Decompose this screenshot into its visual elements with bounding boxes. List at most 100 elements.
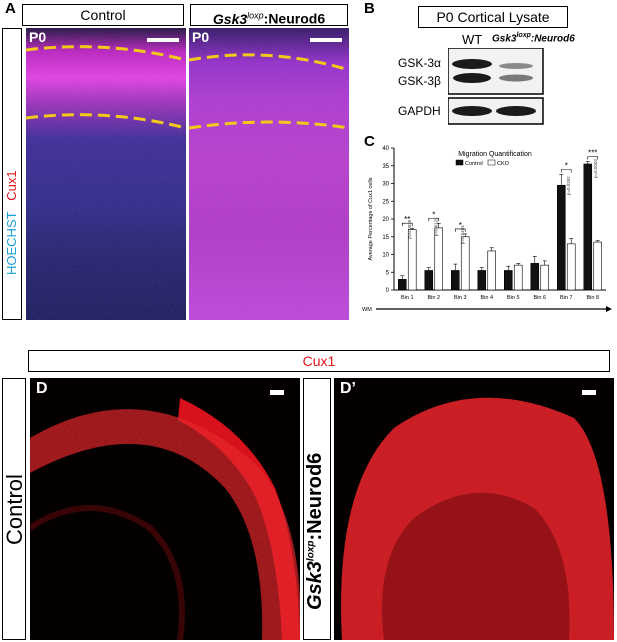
label-control-a: Control bbox=[22, 4, 184, 26]
x-tick-label: Bin 8 bbox=[586, 295, 599, 301]
scale-bar-d-prime bbox=[582, 390, 596, 395]
y-tick-label: 30 bbox=[382, 182, 389, 188]
migration-arrowhead bbox=[606, 306, 612, 312]
y-tick-label: 25 bbox=[382, 199, 389, 205]
x-tick-label: Bin 1 bbox=[401, 295, 414, 301]
hoechst-label: HOECHST bbox=[4, 211, 19, 275]
p-value-label: p=0.0125 bbox=[434, 217, 439, 236]
cko-sup-d: loxp bbox=[305, 540, 317, 562]
y-tick-label: 20 bbox=[382, 217, 389, 223]
x-tick-label: Bin 7 bbox=[560, 295, 573, 301]
control-label-d: Control bbox=[2, 474, 27, 545]
cko-main: Gsk3 bbox=[212, 10, 248, 27]
noise-texture bbox=[26, 28, 186, 320]
x-tick-label: Bin 4 bbox=[480, 295, 493, 301]
x-label-wm: WM bbox=[362, 307, 372, 313]
p-value-label: p=0.0404 bbox=[460, 225, 465, 244]
bar-control bbox=[504, 270, 513, 291]
micrograph-control-a bbox=[26, 28, 186, 320]
scale-bar-d bbox=[270, 390, 284, 395]
bar-control bbox=[477, 270, 487, 291]
y-tick-label: 0 bbox=[386, 288, 390, 294]
significance-bracket bbox=[401, 222, 413, 227]
y-tick-label: 5 bbox=[386, 270, 390, 276]
cko-label-d: Gsk3loxp:Neurod6 bbox=[304, 453, 327, 610]
label-box-cko-d bbox=[303, 378, 331, 640]
significance-marker: * bbox=[432, 210, 435, 219]
y-tick-label: 10 bbox=[382, 253, 389, 259]
panel-letter-c: C bbox=[364, 133, 375, 150]
inner-structure bbox=[30, 505, 185, 640]
band-wt-gapdh bbox=[452, 106, 492, 116]
panel-letter-d: D bbox=[36, 380, 48, 397]
legend-label-control: Control bbox=[465, 161, 483, 167]
control-markers bbox=[26, 28, 186, 320]
cko-main-d: Gsk3 bbox=[304, 561, 326, 610]
x-tick-label: Bin 5 bbox=[507, 295, 520, 301]
col-cko-rest: :Neurod6 bbox=[530, 33, 575, 45]
inner-structure bbox=[382, 492, 570, 640]
significance-marker: *** bbox=[588, 148, 597, 157]
significance-marker: * bbox=[565, 162, 568, 171]
x-tick-label: Bin 3 bbox=[454, 295, 467, 301]
band-cko-gsk3a bbox=[499, 63, 533, 69]
bar-cko bbox=[513, 264, 523, 291]
bar-control bbox=[557, 184, 566, 291]
migration-chart: 0 5 10 15 20 25 30 35 40 Average Percentage of Cu… bbox=[362, 146, 612, 313]
cko-markers bbox=[189, 28, 349, 320]
bar-control bbox=[451, 270, 460, 291]
cko-rest: :Neurod6 bbox=[263, 10, 326, 27]
lysate-title: P0 Cortical Lysate bbox=[436, 9, 550, 25]
p-value-label: p=0.0036 bbox=[407, 219, 412, 238]
label-cko-a: Gsk3loxp:Neurod6 bbox=[190, 4, 348, 27]
control-section bbox=[30, 398, 300, 640]
x-tick-label: Bin 6 bbox=[533, 295, 546, 301]
significance-bracket bbox=[428, 217, 440, 222]
p-value-label: p=0.0003 bbox=[593, 159, 598, 178]
band-cko-gapdh bbox=[496, 106, 536, 116]
lower-dashed-line bbox=[26, 113, 186, 130]
col-cko-main: Gsk3 bbox=[492, 33, 517, 45]
bar-cko bbox=[487, 250, 496, 291]
control-label-text: Control bbox=[80, 7, 126, 23]
band-wt-gsk3b bbox=[453, 73, 491, 83]
band-label-gapdh: GAPDH bbox=[398, 104, 441, 118]
y-axis-label: Average Percentage of Cux1 cells bbox=[368, 177, 374, 260]
cux1-header-box: Cux1 bbox=[28, 350, 610, 372]
stain-label-box bbox=[2, 28, 22, 320]
cux1-label-a: Cux1 bbox=[4, 170, 19, 201]
chart-title: Migration Quantification bbox=[458, 151, 532, 158]
legend-swatch-cko bbox=[487, 159, 496, 166]
stain-labels: HOECHST Cux1 bbox=[4, 170, 19, 275]
blot-gsk3 bbox=[448, 48, 544, 95]
p-value-label: p=0.0392 bbox=[566, 176, 571, 195]
band-label-gsk3a: GSK-3α bbox=[398, 56, 441, 70]
col-wt: WT bbox=[462, 32, 483, 47]
y-tick-label: 35 bbox=[382, 164, 389, 170]
col-cko: Gsk3loxp:Neurod6 bbox=[492, 32, 575, 44]
cko-rest-d: :Neurod6 bbox=[304, 452, 326, 541]
bar-control bbox=[424, 270, 434, 291]
bar-cko bbox=[593, 241, 602, 291]
bar-control bbox=[530, 263, 540, 291]
panel-letter-d-prime: D’ bbox=[340, 380, 356, 397]
significance-bracket bbox=[454, 228, 466, 232]
bar-control bbox=[583, 163, 593, 291]
noise-texture bbox=[189, 28, 349, 320]
legend-label-cko: CKO bbox=[497, 161, 510, 167]
y-tick-label: 15 bbox=[382, 235, 389, 241]
scale-bar-control bbox=[147, 38, 179, 42]
significance-marker: * bbox=[459, 221, 462, 230]
label-box-control-d bbox=[2, 378, 26, 640]
cko-section bbox=[341, 397, 614, 640]
cko-sup: loxp bbox=[247, 10, 264, 20]
band-label-gsk3b: GSK-3β bbox=[398, 74, 441, 88]
age-label-control: P0 bbox=[29, 29, 47, 45]
lower-dashed-line bbox=[189, 120, 349, 130]
bar-control bbox=[397, 279, 407, 291]
y-tick-label: 40 bbox=[382, 146, 389, 152]
age-label-cko: P0 bbox=[192, 29, 210, 45]
significance-marker: ** bbox=[404, 215, 410, 224]
cux1-header: Cux1 bbox=[302, 353, 336, 369]
bar-cko bbox=[566, 243, 576, 291]
